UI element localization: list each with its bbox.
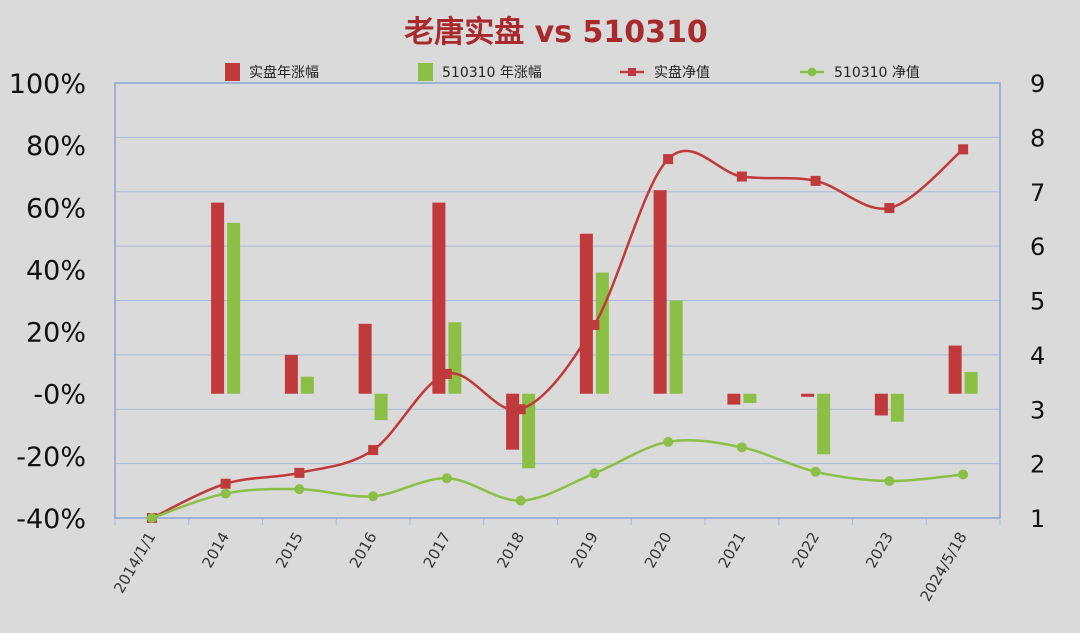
bar-portfolio <box>211 202 225 394</box>
legend-marker <box>807 67 817 77</box>
etf-nav-point <box>736 442 747 453</box>
lines <box>146 144 969 523</box>
y-right-tick-label: 5 <box>1030 288 1045 316</box>
y-right-tick-label: 7 <box>1030 179 1045 207</box>
y-left-tick-label: 20% <box>26 318 86 349</box>
bar-portfolio <box>432 202 446 394</box>
plot-border <box>114 82 1001 519</box>
y-left-tick-label: 60% <box>26 193 86 224</box>
x-tick-label: 2014/1/1 <box>110 529 159 596</box>
legend-label: 510310 净值 <box>834 65 920 81</box>
bar-portfolio <box>727 393 741 405</box>
bar-etf <box>227 222 241 394</box>
portfolio-nav-line <box>151 148 964 520</box>
y-left-tick-label: 80% <box>26 131 86 162</box>
y-right-tick-label: 6 <box>1030 233 1045 261</box>
bar-etf <box>964 371 978 394</box>
bar-etf <box>595 272 609 394</box>
portfolio-nav-point <box>589 319 600 330</box>
x-tick-label: 2022 <box>788 529 823 571</box>
portfolio-nav-point <box>663 154 674 165</box>
portfolio-nav-point <box>810 175 821 186</box>
y-left-tick-label: -0% <box>33 380 86 411</box>
bar-etf <box>743 393 757 404</box>
y-axis-right: 1 2 3 4 5 6 7 8 9 <box>1030 70 1045 533</box>
x-tick-label: 2024/5/18 <box>917 529 971 605</box>
y-left-tick-label: 100% <box>9 69 86 100</box>
y-right-tick-label: 9 <box>1030 70 1045 98</box>
x-tick-label: 2018 <box>493 529 528 571</box>
bar-portfolio <box>358 323 372 394</box>
bars <box>211 190 978 469</box>
etf-nav-point <box>589 468 600 479</box>
etf-nav-point <box>515 495 526 506</box>
x-tick-label: 2020 <box>641 529 676 571</box>
bar-portfolio <box>874 393 888 416</box>
etf-nav-point <box>220 488 231 499</box>
bar-etf <box>817 393 831 455</box>
y-right-tick-label: 1 <box>1030 505 1045 533</box>
portfolio-nav-point <box>220 478 231 489</box>
bar-etf <box>448 322 462 394</box>
legend-label: 实盘年涨幅 <box>249 64 319 81</box>
bar-portfolio <box>801 393 815 397</box>
x-tick-label: 2016 <box>346 529 381 571</box>
x-tick-label: 2014 <box>198 529 233 571</box>
grid <box>114 82 1001 525</box>
bar-etf <box>374 393 388 421</box>
y-right-tick-label: 4 <box>1030 342 1045 370</box>
chart-title: 老唐实盘 vs 510310 <box>404 15 708 50</box>
etf-nav-point <box>884 476 895 487</box>
portfolio-nav-point <box>294 467 305 478</box>
bar-etf <box>300 376 314 394</box>
y-left-tick-label: -20% <box>16 442 86 473</box>
y-axis-left: -40% -20% -0% 20% 40% 60% 80% 100% <box>9 69 86 535</box>
x-tick-label: 2023 <box>862 529 897 571</box>
bar-etf <box>890 393 904 422</box>
etf-nav-point <box>441 473 452 484</box>
x-tick-label: 2021 <box>715 529 750 571</box>
bar-portfolio <box>653 190 667 394</box>
x-tick-label: 2019 <box>567 529 602 571</box>
x-tick-label: 2017 <box>420 529 455 571</box>
portfolio-nav-point <box>958 144 969 155</box>
legend-swatch <box>225 63 240 81</box>
portfolio-nav-point <box>368 445 379 456</box>
portfolio-nav-point <box>441 368 452 379</box>
bar-portfolio <box>506 393 520 450</box>
bar-portfolio <box>284 354 298 394</box>
y-left-tick-label: 40% <box>26 255 86 286</box>
etf-nav-point <box>663 436 674 447</box>
legend-swatch <box>418 63 433 81</box>
etf-nav-point <box>810 466 821 477</box>
portfolio-nav-point <box>736 171 747 182</box>
etf-nav-point <box>146 513 157 523</box>
y-right-tick-label: 8 <box>1030 124 1045 152</box>
legend-label: 实盘净值 <box>654 64 710 81</box>
bar-etf <box>669 300 683 394</box>
etf-nav-point <box>958 469 969 480</box>
bar-portfolio <box>948 345 962 394</box>
legend-marker <box>628 68 636 76</box>
bar-portfolio <box>579 233 593 394</box>
portfolio-nav-point <box>884 203 895 214</box>
legend: 实盘年涨幅 510310 年涨幅 实盘净值 510310 净值 <box>225 63 920 81</box>
y-left-tick-label: -40% <box>16 504 86 535</box>
etf-nav-point <box>368 491 379 502</box>
portfolio-nav-point <box>515 404 526 415</box>
x-tick-label: 2015 <box>272 529 307 571</box>
y-right-tick-label: 2 <box>1030 451 1045 479</box>
etf-nav-point <box>294 484 305 495</box>
etf-nav-line <box>151 438 964 520</box>
x-axis: 2014/1/1 2014 2015 2016 2017 2018 2019 2020 2021… <box>110 529 971 605</box>
y-right-tick-label: 3 <box>1030 396 1045 424</box>
legend-label: 510310 年涨幅 <box>442 65 542 81</box>
